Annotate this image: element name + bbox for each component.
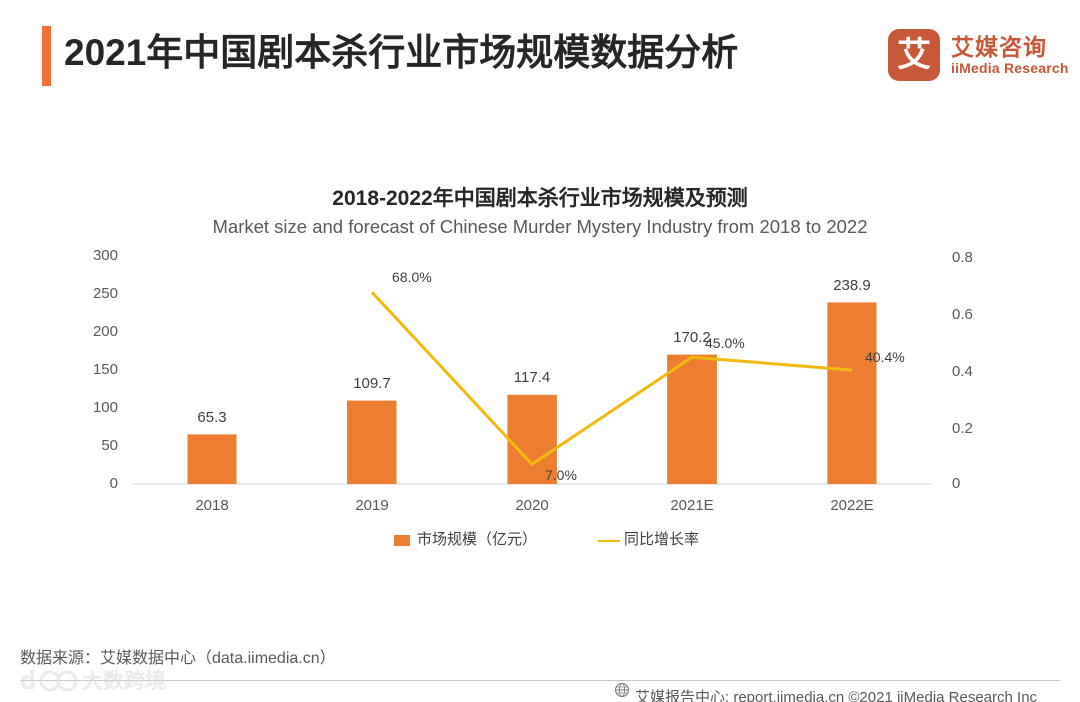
svg-text:250: 250 <box>93 285 118 302</box>
svg-text:0: 0 <box>952 475 960 492</box>
svg-text:109.7: 109.7 <box>353 375 391 392</box>
svg-text:300: 300 <box>93 247 118 264</box>
svg-text:200: 200 <box>93 323 118 340</box>
svg-text:2019: 2019 <box>355 497 388 514</box>
svg-text:40.4%: 40.4% <box>865 349 905 365</box>
svg-text:0.4: 0.4 <box>952 363 973 380</box>
svg-text:7.0%: 7.0% <box>545 467 577 483</box>
svg-text:65.3: 65.3 <box>197 409 226 426</box>
svg-text:45.0%: 45.0% <box>705 335 745 351</box>
svg-text:2022E: 2022E <box>830 497 873 514</box>
svg-text:68.0%: 68.0% <box>392 269 432 285</box>
svg-text:0.2: 0.2 <box>952 420 973 437</box>
svg-text:2021E: 2021E <box>670 497 713 514</box>
svg-text:0.6: 0.6 <box>952 306 973 323</box>
svg-text:0: 0 <box>110 475 118 492</box>
svg-text:2020: 2020 <box>515 497 548 514</box>
svg-text:0.8: 0.8 <box>952 249 973 266</box>
svg-text:50: 50 <box>101 437 118 454</box>
svg-text:238.9: 238.9 <box>833 277 871 294</box>
svg-text:2018: 2018 <box>195 497 228 514</box>
svg-text:150: 150 <box>93 361 118 378</box>
svg-text:d: d <box>20 665 36 695</box>
svg-text:100: 100 <box>93 399 118 416</box>
svg-text:117.4: 117.4 <box>514 369 550 386</box>
